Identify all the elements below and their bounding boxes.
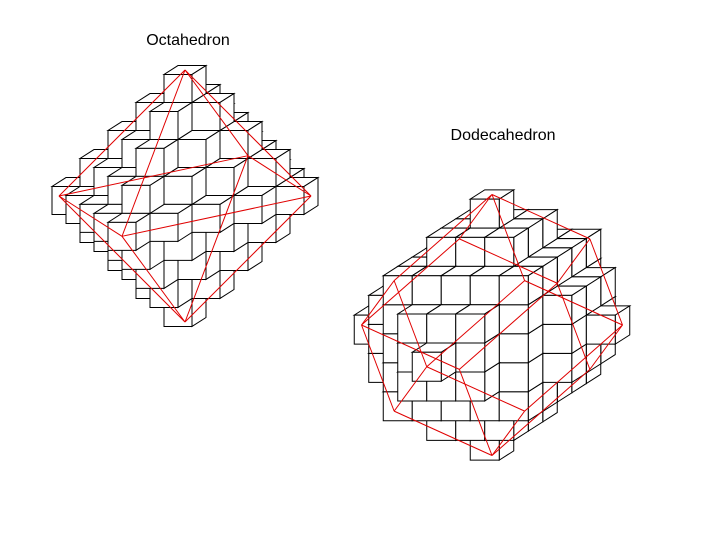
wireframe-edge xyxy=(58,195,186,323)
dodecahedron-wireframe xyxy=(361,194,623,456)
wireframe-edge xyxy=(361,238,460,326)
wireframe-edge xyxy=(393,194,493,282)
dodecahedron-cube-stack xyxy=(352,188,632,462)
wireframe-edge xyxy=(524,324,623,412)
wireframe-edge xyxy=(184,195,312,323)
wireframe-edge xyxy=(361,324,460,370)
wireframe-edge xyxy=(184,155,249,323)
wireframe-edge xyxy=(589,324,623,370)
cube-front-face xyxy=(542,352,573,383)
cube-front-face xyxy=(455,342,486,373)
cube-front-face xyxy=(191,101,221,131)
wireframe-edge xyxy=(58,69,186,197)
wireframe-edge xyxy=(459,238,558,284)
cube-front-face xyxy=(426,313,457,344)
cube-front-face xyxy=(440,275,471,306)
wireframe-edge xyxy=(459,282,558,370)
wireframe-edge xyxy=(458,194,493,240)
wireframe-edge xyxy=(361,280,395,326)
cube-front-face xyxy=(542,323,573,354)
cube-front-face xyxy=(177,138,207,168)
wireframe-edge xyxy=(58,155,249,197)
wireframe-edge xyxy=(589,238,623,326)
dodecahedron-figure: Dodecahedron xyxy=(352,127,632,462)
wireframe-edge xyxy=(393,366,428,412)
wireframe-edge xyxy=(247,155,312,197)
cube-front-face xyxy=(498,333,529,364)
wireframe-edge xyxy=(361,324,395,412)
cube-front-face xyxy=(498,362,529,393)
wireframe-edge xyxy=(393,280,428,367)
wireframe-edge xyxy=(426,280,525,368)
wireframe-edge xyxy=(491,194,591,240)
cube-front-face xyxy=(205,166,235,196)
wireframe-edge xyxy=(58,195,123,237)
cube-front-face xyxy=(411,275,442,306)
wireframe-edge xyxy=(524,280,623,326)
cube-front-face xyxy=(469,275,500,306)
cube-front-face xyxy=(219,129,249,159)
wireframe-edge xyxy=(556,283,591,370)
wireframe-edge xyxy=(426,366,525,412)
cube-front-face xyxy=(247,157,277,187)
wireframe-edge xyxy=(121,195,312,237)
wireframe-edge xyxy=(121,236,186,323)
cube-front-face xyxy=(455,236,486,267)
octahedron-cube-stack xyxy=(50,64,320,328)
cube-front-face xyxy=(426,236,457,267)
cube-front-face xyxy=(163,175,193,205)
wireframe-edge xyxy=(184,69,312,197)
dodecahedron-title: Dodecahedron xyxy=(451,127,556,144)
cube-front-face xyxy=(498,304,529,335)
wireframe-edge xyxy=(491,410,526,456)
wireframe-edge xyxy=(491,368,591,456)
octahedron-figure: Octahedron xyxy=(50,32,320,328)
octahedron-title: Octahedron xyxy=(146,32,230,49)
wireframe-edge xyxy=(393,410,493,456)
wireframe-edge xyxy=(184,69,249,156)
wireframe-edge xyxy=(556,238,591,284)
octahedron-wireframe xyxy=(58,69,312,323)
wireframe-edge xyxy=(121,69,186,237)
